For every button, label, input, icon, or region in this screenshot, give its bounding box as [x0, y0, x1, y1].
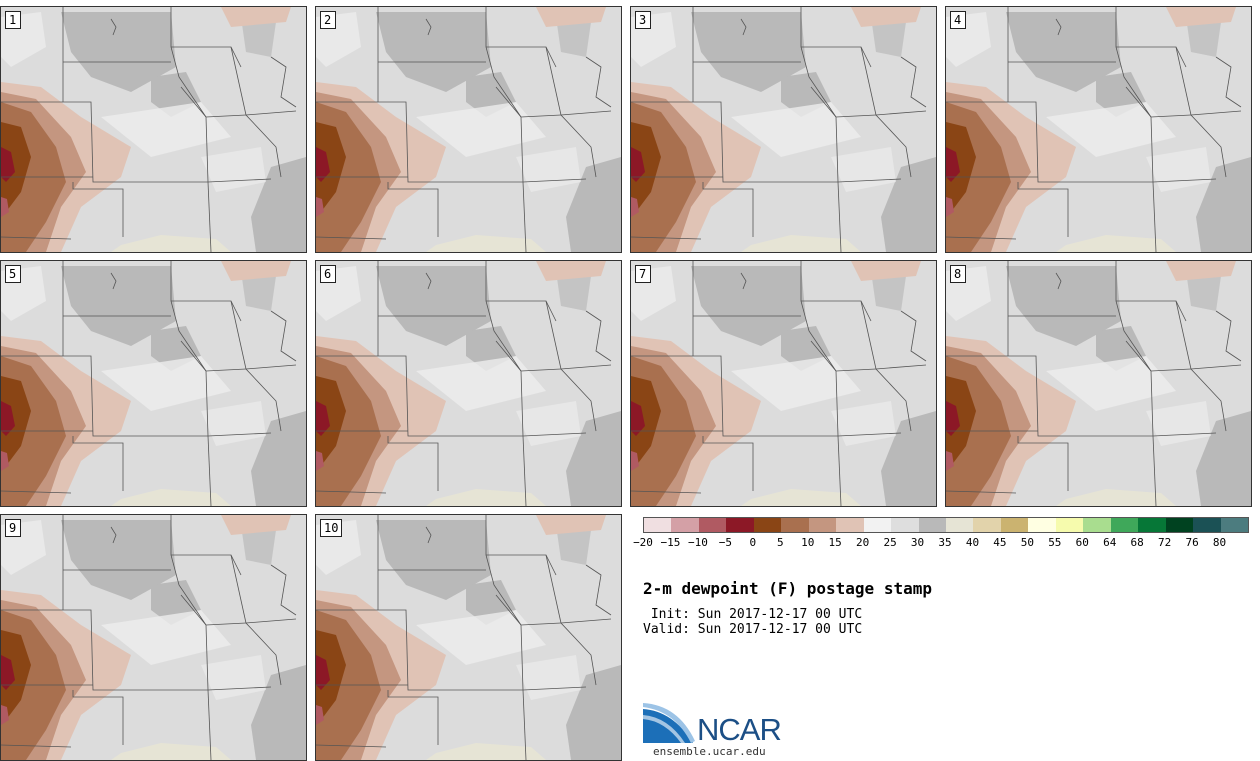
colorbar-swatch — [1193, 518, 1221, 532]
member-number-label: 6 — [320, 265, 336, 283]
colorbar-tick-label: 50 — [1020, 536, 1034, 549]
colorbar-swatch — [1110, 518, 1139, 532]
ncar-logo-icon — [643, 703, 695, 743]
colorbar-tick-label: 35 — [938, 536, 952, 549]
colorbar-tick-label: 68 — [1130, 536, 1144, 549]
colorbar-swatch — [726, 518, 754, 532]
colorbar-tick-label: 30 — [910, 536, 925, 549]
colorbar-swatch — [1220, 518, 1248, 532]
colorbar-swatch — [1000, 518, 1029, 532]
colorbar-swatch — [1165, 518, 1194, 532]
colorbar-tick-label: −10 — [687, 536, 708, 549]
colorbar-swatch — [863, 518, 892, 532]
colorbar-legend: −20 −15 −10 −5 0 5 10 15 20 25 30 35 40 45 50 55 60 64 68 7… — [633, 517, 1249, 552]
dewpoint-map — [631, 7, 936, 252]
time-info: Init: Sun 2017-12-17 00 UTC Valid: Sun 20… — [643, 607, 862, 637]
ensemble-member-panel: 8 — [945, 260, 1252, 507]
colorbar-tick-label: 10 — [801, 536, 815, 549]
dewpoint-map — [1, 7, 306, 252]
colorbar-tick-label: −15 — [660, 536, 681, 549]
dewpoint-map — [946, 261, 1251, 506]
colorbar-tick-label: 15 — [828, 536, 842, 549]
colorbar-swatch — [808, 518, 837, 532]
colorbar-ticks: −20 −15 −10 −5 0 5 10 15 20 25 30 35 40 45 50 55 60 64 68 7… — [633, 536, 1249, 552]
colorbar-swatch — [753, 518, 782, 532]
colorbar-tick-label: 80 — [1212, 536, 1227, 549]
colorbar-swatch — [1055, 518, 1084, 532]
colorbar-tick-label: 5 — [776, 536, 784, 549]
dewpoint-map — [1, 515, 306, 760]
colorbar-tick-label: 25 — [883, 536, 897, 549]
colorbar-swatch — [1028, 518, 1056, 532]
colorbar-swatches — [643, 517, 1249, 533]
logo-url: ensemble.ucar.edu — [653, 745, 766, 758]
dewpoint-map — [946, 7, 1251, 252]
member-number-label: 9 — [5, 519, 21, 537]
colorbar-tick-label: 72 — [1158, 536, 1172, 549]
ensemble-member-panel: 5 — [0, 260, 307, 507]
member-number-label: 1 — [5, 11, 21, 29]
dewpoint-map — [316, 261, 621, 506]
colorbar-tick-label: 55 — [1048, 536, 1062, 549]
colorbar-tick-label: 76 — [1185, 536, 1199, 549]
dewpoint-map — [316, 7, 621, 252]
colorbar-tick-label: 60 — [1075, 536, 1089, 549]
ensemble-member-panel: 7 — [630, 260, 937, 507]
member-number-label: 7 — [635, 265, 651, 283]
logo-wordmark: NCAR — [697, 712, 782, 747]
colorbar-tick-label: 64 — [1103, 536, 1117, 549]
ensemble-member-panel: 9 — [0, 514, 307, 761]
dewpoint-map — [631, 261, 936, 506]
page-title: 2-m dewpoint (F) postage stamp — [643, 579, 932, 598]
colorbar-tick-label: −20 — [633, 536, 653, 549]
colorbar-swatch — [945, 518, 974, 532]
colorbar-swatch — [1138, 518, 1166, 532]
ensemble-member-panel: 2 — [315, 6, 622, 253]
member-number-label: 3 — [635, 11, 651, 29]
ensemble-member-panel: 10 — [315, 514, 622, 761]
ensemble-member-panel: 4 — [945, 6, 1252, 253]
member-number-label: 2 — [320, 11, 336, 29]
colorbar-swatch — [698, 518, 727, 532]
colorbar-swatch — [891, 518, 919, 532]
colorbar-tick-label: 40 — [965, 536, 980, 549]
colorbar-swatch — [781, 518, 809, 532]
colorbar-swatch — [836, 518, 864, 532]
colorbar-swatch — [918, 518, 946, 532]
dewpoint-map — [316, 515, 621, 760]
colorbar-swatch — [644, 518, 672, 532]
colorbar-tick-label: 20 — [856, 536, 870, 549]
colorbar-tick-label: 45 — [993, 536, 1007, 549]
member-number-label: 4 — [950, 11, 966, 29]
ensemble-member-panel: 1 — [0, 6, 307, 253]
colorbar-tick-label: −5 — [718, 536, 732, 549]
colorbar-swatch — [973, 518, 1001, 532]
ensemble-member-panel: 6 — [315, 260, 622, 507]
member-number-label: 5 — [5, 265, 21, 283]
colorbar-swatch — [1083, 518, 1111, 532]
dewpoint-map — [1, 261, 306, 506]
colorbar-swatch — [671, 518, 699, 532]
init-time: Init: Sun 2017-12-17 00 UTC — [643, 607, 863, 622]
member-number-label: 8 — [950, 265, 966, 283]
valid-time: Valid: Sun 2017-12-17 00 UTC — [643, 622, 863, 637]
member-number-label: 10 — [320, 519, 343, 537]
ensemble-member-panel: 3 — [630, 6, 937, 253]
colorbar-tick-label: 0 — [749, 536, 757, 549]
